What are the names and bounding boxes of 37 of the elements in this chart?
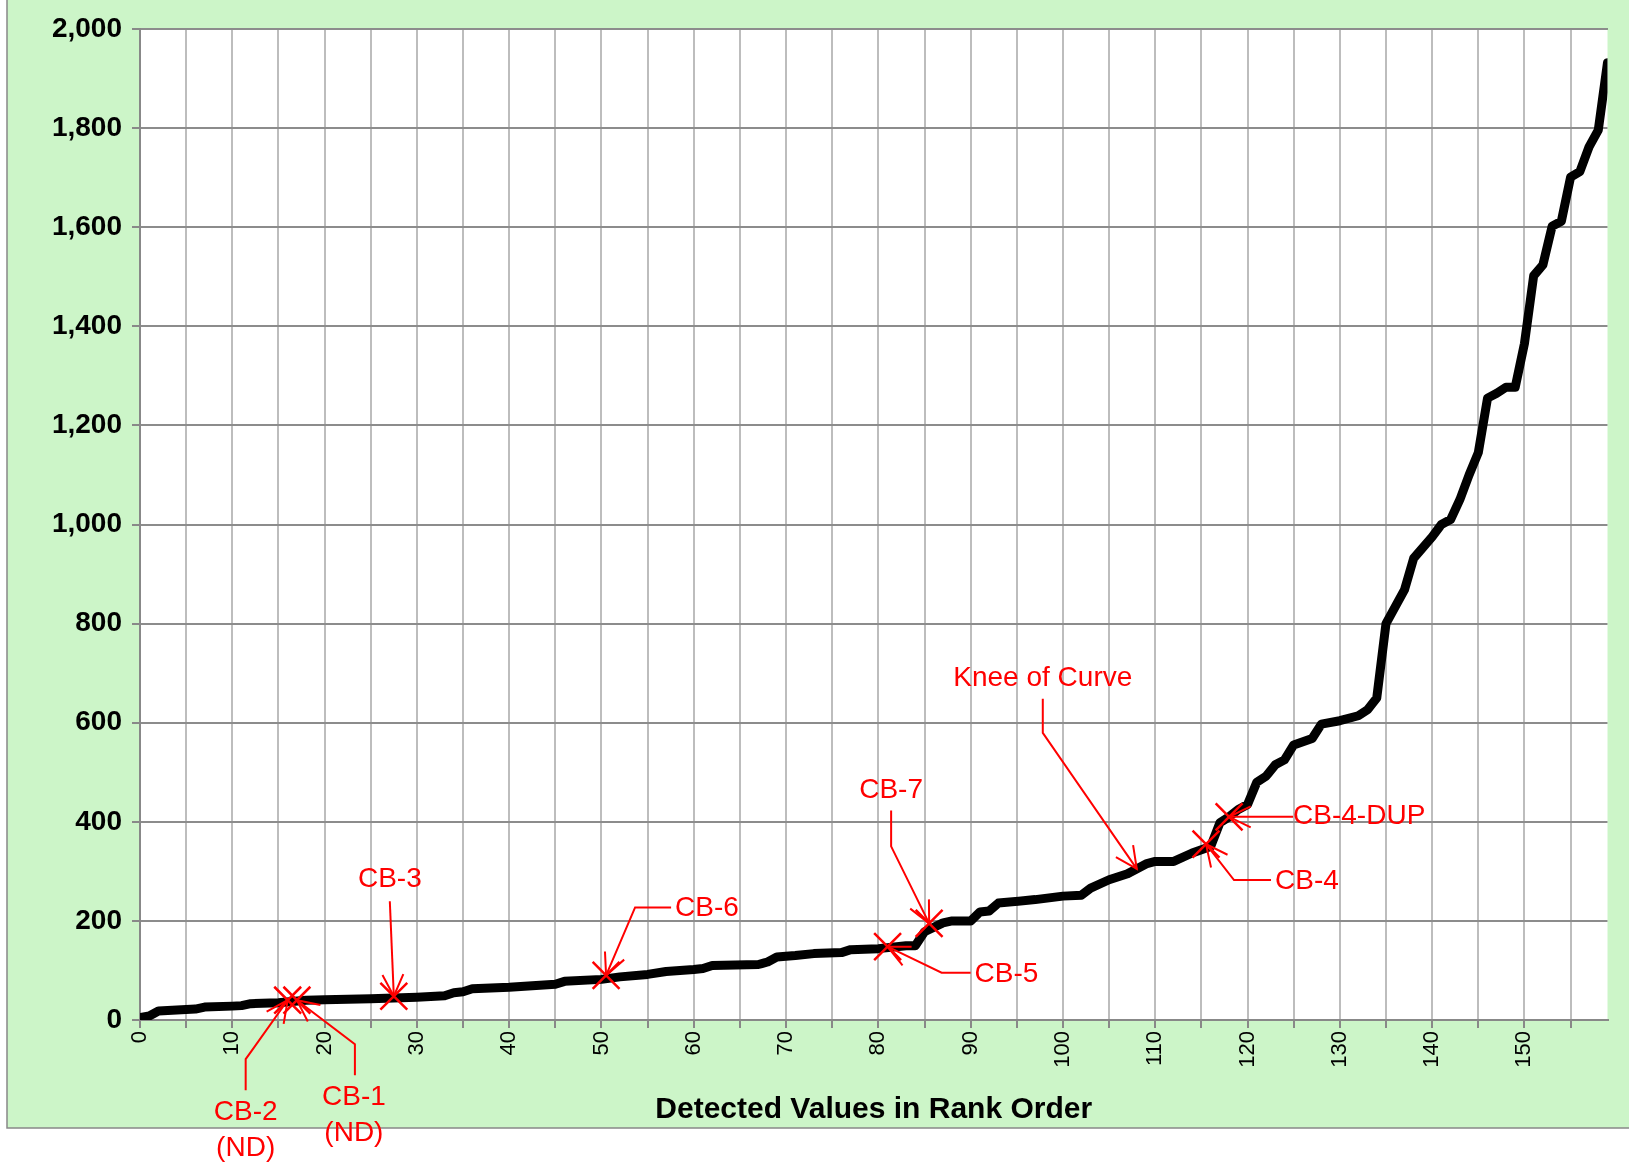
x-tick-label: 70 (772, 1031, 798, 1056)
x-tick-label: 120 (1233, 1031, 1259, 1068)
x-tick-label: 100 (1049, 1031, 1075, 1068)
y-tick-label: 0 (106, 1002, 122, 1034)
x-tick-label: 20 (310, 1031, 336, 1056)
annotation: CB-5 (973, 955, 1040, 990)
y-tick-label: 2,000 (51, 11, 122, 43)
y-tick-label: 200 (75, 903, 122, 935)
annotation: CB-3 (356, 861, 423, 896)
x-tick-label: 10 (218, 1031, 244, 1056)
x-tick-label: 60 (679, 1031, 705, 1056)
x-tick-label: 50 (587, 1031, 613, 1056)
x-tick-label: 30 (402, 1031, 428, 1056)
annotation: CB-4 (1274, 863, 1340, 898)
y-tick-label: 1,800 (51, 110, 122, 142)
annotation: CB-1 (ND) (321, 1079, 387, 1150)
x-tick-label: 130 (1325, 1031, 1351, 1068)
x-tick-label: 40 (495, 1031, 521, 1056)
x-tick-label: 80 (864, 1031, 890, 1056)
annotation: CB-6 (674, 890, 740, 925)
y-tick-label: 600 (75, 705, 122, 737)
y-tick-label: 800 (75, 606, 122, 638)
annotation: CB-2 (ND) (212, 1094, 279, 1165)
y-tick-label: 1,000 (51, 507, 122, 539)
x-axis-title: Detected Values in Rank Order (655, 1091, 1093, 1125)
y-tick-label: 1,400 (51, 309, 122, 341)
x-tick-label: 110 (1141, 1031, 1167, 1067)
x-tick-label: 0 (126, 1031, 152, 1044)
x-tick-label: 150 (1510, 1031, 1536, 1068)
y-tick-label: 1,200 (51, 408, 122, 440)
annotation: Knee of Curve (952, 659, 1134, 694)
y-tick-label: 400 (75, 804, 122, 836)
x-tick-label: 90 (956, 1031, 982, 1056)
y-tick-label: 1,600 (51, 209, 122, 241)
x-tick-label: 140 (1418, 1031, 1444, 1068)
annotation: CB-4-DUP (1292, 797, 1427, 832)
annotation: CB-7 (858, 772, 924, 807)
